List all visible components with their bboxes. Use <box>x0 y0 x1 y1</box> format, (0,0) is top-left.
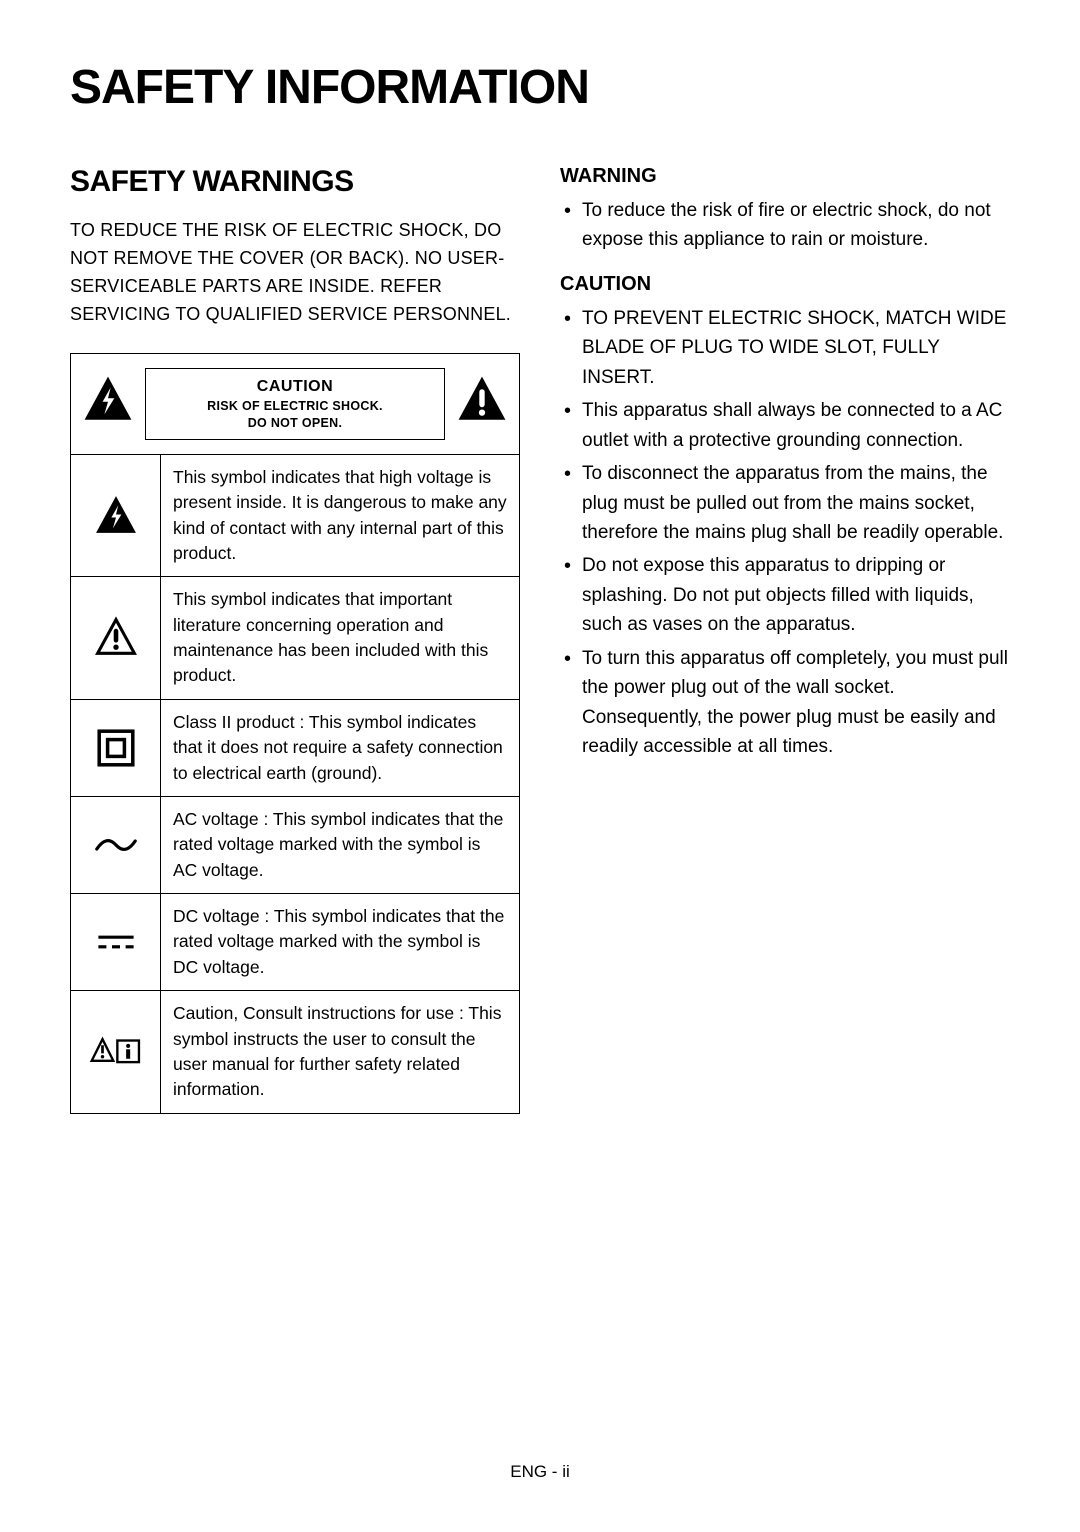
list-item: TO PREVENT ELECTRIC SHOCK, MATCH WIDE BL… <box>560 304 1010 392</box>
caution-banner-row: CAUTION RISK OF ELECTRIC SHOCK. DO NOT O… <box>71 353 520 454</box>
page-footer: ENG - ii <box>0 1462 1080 1482</box>
consult-manual-icon <box>71 991 161 1114</box>
list-item: To turn this apparatus off completely, y… <box>560 644 1010 762</box>
left-column: SAFETY WARNINGS TO REDUCE THE RISK OF EL… <box>70 165 520 1114</box>
class-ii-icon <box>71 699 161 796</box>
safety-warnings-heading: SAFETY WARNINGS <box>70 165 520 199</box>
voltage-triangle-icon <box>71 454 161 577</box>
table-row: AC voltage : This symbol indicates that … <box>71 796 520 893</box>
caution-banner-subtitle-2: DO NOT OPEN. <box>158 415 432 433</box>
caution-banner-subtitle-1: RISK OF ELECTRIC SHOCK. <box>158 398 432 416</box>
warning-list: To reduce the risk of fire or electric s… <box>560 196 1010 255</box>
caution-list: TO PREVENT ELECTRIC SHOCK, MATCH WIDE BL… <box>560 304 1010 762</box>
exclamation-triangle-outline-icon <box>455 373 509 434</box>
symbol-description: This symbol indicates that high voltage … <box>161 454 520 577</box>
caution-heading: CAUTION <box>560 273 1010 296</box>
symbol-description: Class II product : This symbol indicates… <box>161 699 520 796</box>
symbol-description: Caution, Consult instructions for use : … <box>161 991 520 1114</box>
list-item: This apparatus shall always be connected… <box>560 396 1010 455</box>
exclamation-triangle-icon <box>71 577 161 700</box>
ac-wave-icon <box>71 796 161 893</box>
table-row: This symbol indicates that important lit… <box>71 577 520 700</box>
list-item: To disconnect the apparatus from the mai… <box>560 459 1010 547</box>
page-title: SAFETY INFORMATION <box>70 60 1010 115</box>
list-item: To reduce the risk of fire or electric s… <box>560 196 1010 255</box>
right-column: WARNING To reduce the risk of fire or el… <box>560 165 1010 1114</box>
dc-lines-icon <box>71 894 161 991</box>
caution-banner-title: CAUTION <box>158 375 432 398</box>
table-row: DC voltage : This symbol indicates that … <box>71 894 520 991</box>
caution-banner: CAUTION RISK OF ELECTRIC SHOCK. DO NOT O… <box>71 354 519 454</box>
caution-text-box: CAUTION RISK OF ELECTRIC SHOCK. DO NOT O… <box>145 368 445 440</box>
symbol-table: CAUTION RISK OF ELECTRIC SHOCK. DO NOT O… <box>70 353 520 1114</box>
symbol-description: AC voltage : This symbol indicates that … <box>161 796 520 893</box>
warning-heading: WARNING <box>560 165 1010 188</box>
main-columns: SAFETY WARNINGS TO REDUCE THE RISK OF EL… <box>70 165 1010 1114</box>
intro-paragraph: TO REDUCE THE RISK OF ELECTRIC SHOCK, DO… <box>70 217 520 329</box>
table-row: Class II product : This symbol indicates… <box>71 699 520 796</box>
list-item: Do not expose this apparatus to dripping… <box>560 551 1010 639</box>
voltage-triangle-icon <box>81 373 135 434</box>
symbol-description: DC voltage : This symbol indicates that … <box>161 894 520 991</box>
table-row: Caution, Consult instructions for use : … <box>71 991 520 1114</box>
table-row: This symbol indicates that high voltage … <box>71 454 520 577</box>
symbol-description: This symbol indicates that important lit… <box>161 577 520 700</box>
